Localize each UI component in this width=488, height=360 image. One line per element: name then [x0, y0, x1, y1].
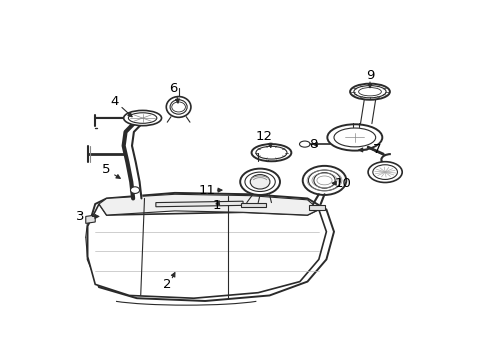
Text: 1: 1 — [212, 199, 220, 212]
Text: 4: 4 — [110, 95, 118, 108]
Ellipse shape — [358, 87, 381, 96]
Text: 6: 6 — [168, 82, 177, 95]
Text: 2: 2 — [163, 278, 171, 291]
Ellipse shape — [333, 128, 375, 147]
Ellipse shape — [128, 113, 157, 123]
Polygon shape — [87, 204, 326, 298]
Polygon shape — [241, 203, 265, 207]
Text: 12: 12 — [255, 130, 272, 143]
Ellipse shape — [166, 96, 190, 117]
Ellipse shape — [353, 86, 386, 98]
Ellipse shape — [299, 141, 309, 147]
Ellipse shape — [240, 168, 280, 195]
Text: 11: 11 — [198, 184, 215, 197]
Polygon shape — [87, 193, 333, 301]
Circle shape — [130, 187, 139, 193]
Circle shape — [250, 175, 269, 189]
Text: 9: 9 — [365, 68, 373, 82]
Polygon shape — [85, 215, 95, 223]
Polygon shape — [99, 194, 318, 215]
Ellipse shape — [251, 144, 291, 161]
Ellipse shape — [326, 124, 382, 150]
Text: 10: 10 — [334, 177, 351, 190]
Polygon shape — [309, 205, 324, 210]
Ellipse shape — [308, 170, 340, 191]
Circle shape — [171, 102, 185, 112]
Text: 7: 7 — [372, 143, 381, 157]
Circle shape — [313, 173, 334, 188]
Text: 3: 3 — [76, 210, 84, 223]
Text: 8: 8 — [308, 138, 317, 151]
Ellipse shape — [123, 111, 161, 126]
Ellipse shape — [170, 100, 187, 114]
Text: 5: 5 — [102, 163, 111, 176]
Ellipse shape — [244, 172, 275, 192]
Ellipse shape — [302, 166, 346, 195]
Ellipse shape — [349, 84, 389, 100]
Ellipse shape — [255, 146, 286, 159]
Polygon shape — [156, 201, 243, 207]
Ellipse shape — [372, 165, 397, 179]
Ellipse shape — [367, 162, 401, 183]
